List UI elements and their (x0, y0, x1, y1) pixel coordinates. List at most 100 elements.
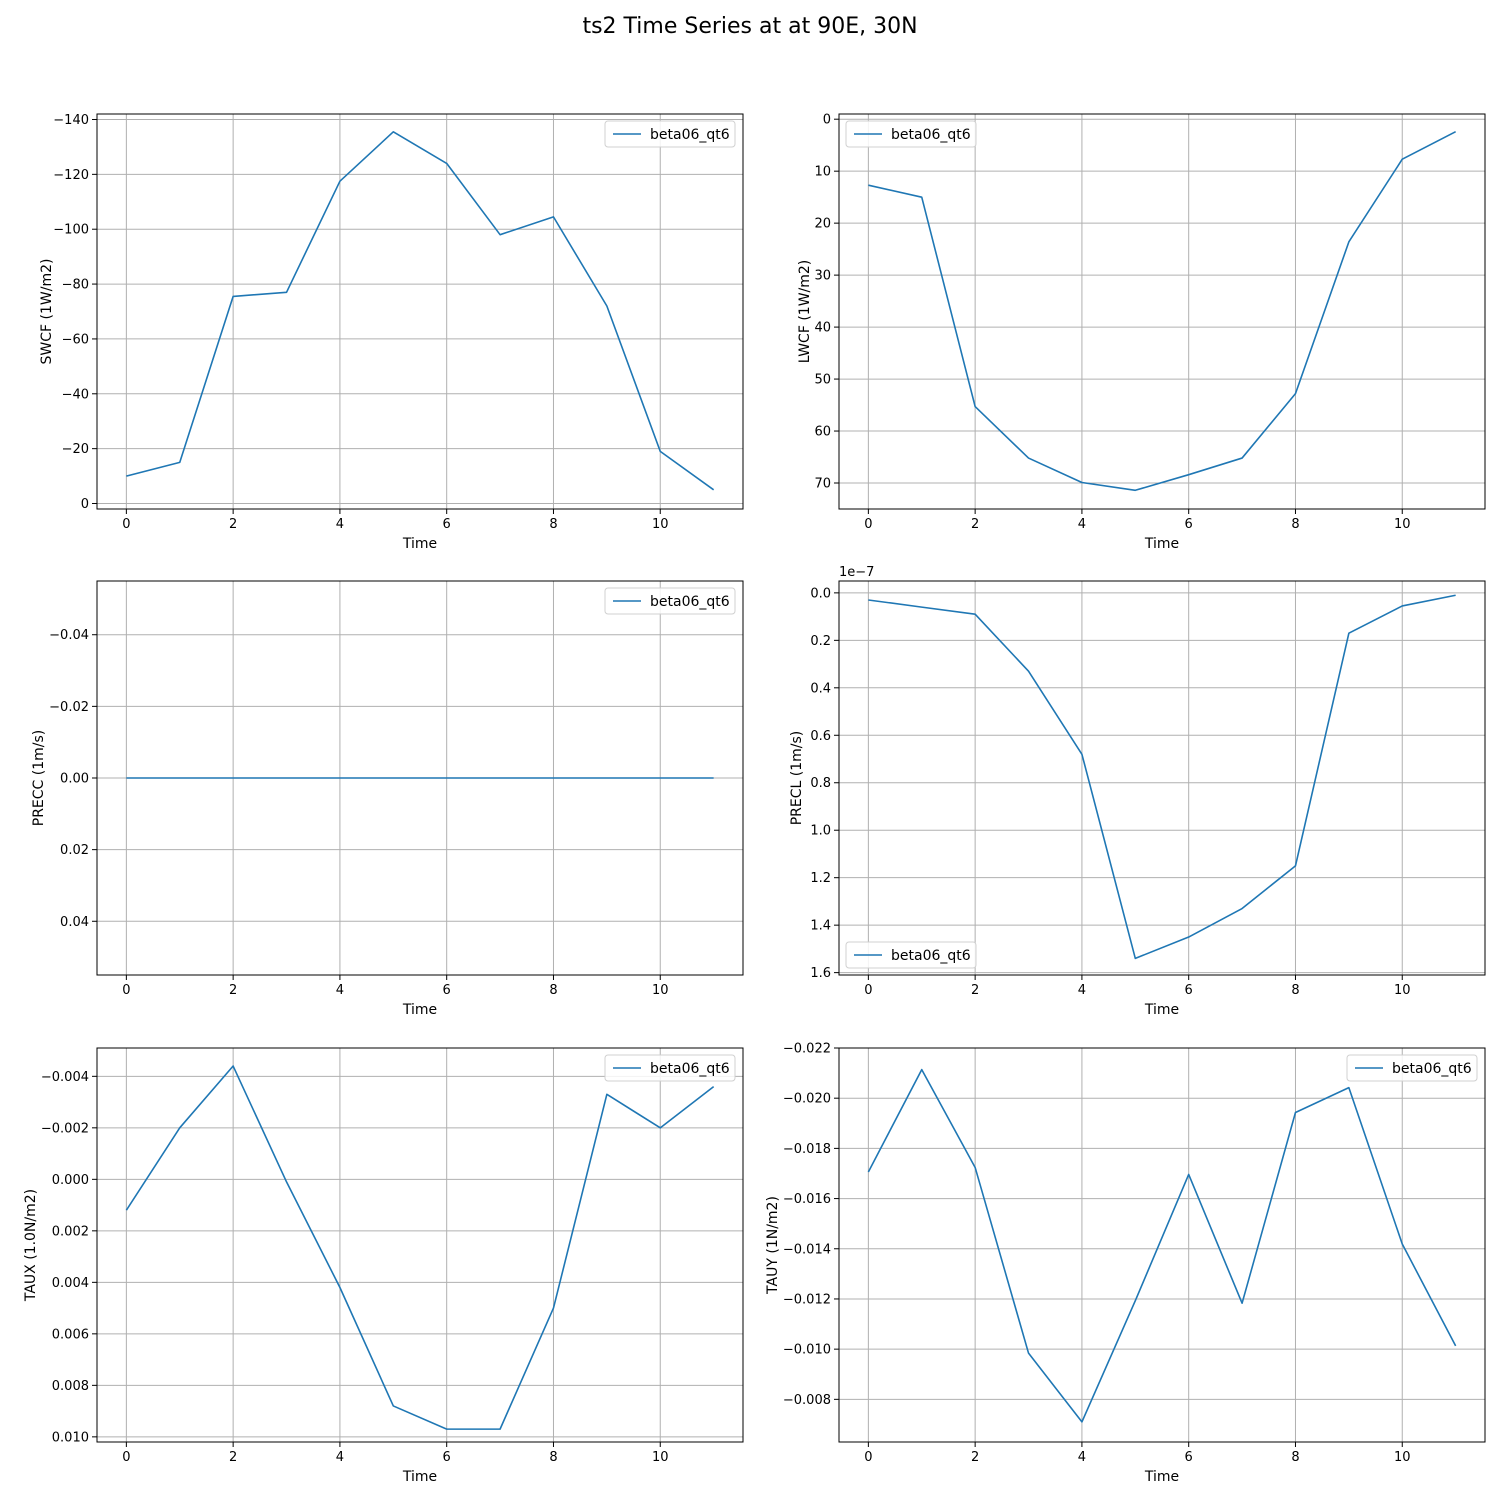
x-tick-label: 4 (336, 983, 344, 998)
legend-label: beta06_qt6 (891, 127, 971, 143)
x-tick-label: 4 (1078, 517, 1086, 532)
x-tick-label: 4 (336, 517, 344, 532)
x-tick-label: 0 (864, 517, 872, 532)
y-axis-label: LWCF (1W/m2) (797, 260, 813, 364)
chart-panel-6: 0 2 4 6 8 10 −0.022 −0.020 −0.018 −0.016 −0.014 −0.… (765, 1042, 1486, 1485)
y-tick-label: 0.000 (52, 1173, 89, 1188)
x-tick-label: 0 (122, 983, 130, 998)
x-tick-label: 8 (1291, 1450, 1299, 1465)
legend-label: beta06_qt6 (891, 948, 971, 964)
chart-panel-4: 0 2 4 6 8 10 0.0 0.2 0.4 0.6 0.8 1.0 1.2 1.4 1.6 Time PR… (789, 565, 1486, 1018)
x-axis-label: Time (1144, 1002, 1179, 1018)
legend: beta06_qt6 (1346, 1054, 1478, 1082)
y-tick-label: 30 (814, 269, 831, 284)
x-tick-label: 2 (971, 1450, 979, 1465)
x-tick-label: 0 (122, 517, 130, 532)
y-tick-label: −0.04 (49, 628, 89, 643)
y-tick-label: 0.4 (810, 681, 831, 696)
y-tick-label: −0.016 (783, 1192, 831, 1207)
figure-title: ts2 Time Series at at 90E, 30N (582, 14, 918, 39)
x-tick-label: 2 (229, 517, 237, 532)
x-tick-label: 10 (1394, 1450, 1411, 1465)
legend-label: beta06_qt6 (650, 594, 730, 610)
y-tick-label: −0.018 (783, 1142, 831, 1157)
axes-frame (96, 113, 744, 510)
y-tick-label: 10 (814, 165, 831, 180)
y-tick-label: 60 (814, 425, 831, 440)
x-tick-label: 10 (652, 1450, 669, 1465)
chart-panel-5: 0 2 4 6 8 10 −0.004 −0.002 0.000 0.002 0.004 0.006 0… (23, 1047, 744, 1485)
y-tick-label: 0.00 (60, 772, 89, 787)
chart-panel-1: 0 2 4 6 8 10 0 −20 −40 −60 −80 −100 −120 −140 Time SWCF… (39, 113, 744, 552)
y-tick-label: 0.0 (810, 586, 831, 601)
y-tick-label: −0.020 (783, 1092, 831, 1107)
y-tick-label: 0.02 (60, 843, 89, 858)
x-axis-label: Time (402, 536, 437, 552)
x-tick-label: 0 (122, 1450, 130, 1465)
y-axis-label: PRECC (1m/s) (31, 730, 47, 827)
legend-box (845, 120, 977, 148)
x-tick-label: 6 (443, 517, 451, 532)
chart-panel-3: 0 2 4 6 8 10 −0.04 −0.02 0.00 0.02 0.04 Time PRECC (… (31, 580, 744, 1018)
y-tick-label: −0.02 (49, 700, 89, 715)
y-tick-label: 0 (823, 113, 831, 128)
x-tick-label: 0 (864, 1450, 872, 1465)
x-tick-label: 10 (1394, 983, 1411, 998)
legend-box (604, 1054, 736, 1082)
y-tick-label: 1.0 (810, 824, 831, 839)
y-tick-label: −0.004 (41, 1070, 89, 1085)
y-tick-label: −60 (62, 332, 89, 347)
x-tick-label: 10 (652, 517, 669, 532)
x-tick-label: 4 (1078, 1450, 1086, 1465)
y-tick-label: 20 (814, 217, 831, 232)
x-axis-label: Time (402, 1469, 437, 1485)
axes-frame (838, 580, 1486, 976)
y-tick-label: −0.012 (783, 1292, 831, 1307)
legend-label: beta06_qt6 (1392, 1061, 1472, 1077)
y-tick-label: 40 (814, 321, 831, 336)
x-tick-label: 10 (652, 983, 669, 998)
y-axis-label: SWCF (1W/m2) (39, 259, 55, 365)
y-tick-label: 70 (814, 477, 831, 492)
y-tick-label: 0.006 (52, 1327, 89, 1342)
x-tick-label: 6 (443, 1450, 451, 1465)
x-tick-label: 6 (1185, 1450, 1193, 1465)
y-axis-label: TAUX (1.0N/m2) (23, 1189, 39, 1302)
series-line (125, 1065, 715, 1430)
legend-box (604, 587, 736, 615)
x-tick-label: 0 (864, 983, 872, 998)
y-tick-label: 0.002 (52, 1224, 89, 1239)
x-tick-label: 8 (549, 983, 557, 998)
y-tick-label: 1.4 (810, 919, 831, 934)
x-tick-label: 4 (1078, 983, 1086, 998)
series-line (868, 130, 1457, 492)
y-tick-label: −0.010 (783, 1343, 831, 1358)
x-tick-label: 2 (971, 983, 979, 998)
x-tick-label: 8 (1291, 517, 1299, 532)
chart-panel-2: 0 2 4 6 8 10 0 10 20 30 40 50 60 70 Time LWCF (1W/m2) be… (797, 113, 1486, 552)
series-line (868, 594, 1456, 960)
series-line (126, 131, 715, 491)
x-tick-label: 6 (1185, 517, 1193, 532)
x-tick-label: 8 (549, 517, 557, 532)
y-axis-label: TAUY (1N/m2) (765, 1196, 781, 1295)
x-tick-label: 6 (1185, 983, 1193, 998)
y-tick-label: 0.2 (810, 634, 831, 649)
y-tick-label: −120 (53, 168, 89, 183)
series-line (867, 1068, 1457, 1423)
y-tick-label: 0 (81, 497, 89, 512)
y-tick-label: 50 (814, 373, 831, 388)
y-tick-label: 0.010 (52, 1430, 89, 1445)
y-tick-label: −140 (53, 113, 89, 128)
x-tick-label: 10 (1394, 517, 1411, 532)
y-offset-label: 1e−7 (839, 565, 874, 580)
legend-label: beta06_qt6 (650, 127, 730, 143)
legend: beta06_qt6 (604, 120, 736, 148)
x-tick-label: 2 (229, 983, 237, 998)
y-tick-label: 0.8 (810, 776, 831, 791)
legend-box (604, 120, 736, 148)
y-tick-label: −100 (53, 223, 89, 238)
y-tick-label: −20 (62, 442, 89, 457)
legend-label: beta06_qt6 (650, 1061, 730, 1077)
